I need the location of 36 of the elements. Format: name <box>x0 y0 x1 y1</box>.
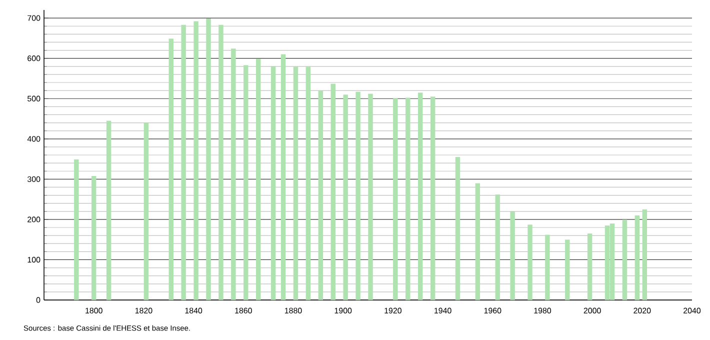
bar <box>430 96 436 300</box>
bar <box>642 209 648 300</box>
bar <box>181 24 186 300</box>
bar <box>293 66 298 300</box>
bar <box>634 215 640 300</box>
bar <box>206 18 211 300</box>
bar <box>244 65 248 300</box>
bar <box>106 120 112 300</box>
bar <box>91 176 96 300</box>
bar <box>306 66 311 300</box>
bar <box>231 48 236 300</box>
bar <box>368 94 373 300</box>
bar <box>144 122 149 300</box>
bar <box>495 194 500 300</box>
bar <box>475 183 480 300</box>
bar <box>218 24 224 300</box>
bar <box>528 224 532 300</box>
bar <box>622 219 628 300</box>
bar <box>194 21 198 300</box>
bar <box>343 94 348 300</box>
bar <box>356 92 360 300</box>
bar <box>168 38 174 300</box>
bar <box>587 234 592 300</box>
bar <box>510 211 515 300</box>
bar <box>455 157 460 300</box>
bar <box>256 58 261 300</box>
bar <box>270 66 276 300</box>
bar <box>330 84 336 300</box>
bar <box>545 234 550 300</box>
bar <box>418 92 423 300</box>
bar <box>393 98 398 300</box>
bar <box>406 98 410 300</box>
bar <box>565 240 570 300</box>
bar <box>74 159 79 300</box>
bar <box>280 54 286 300</box>
bar <box>318 90 324 300</box>
